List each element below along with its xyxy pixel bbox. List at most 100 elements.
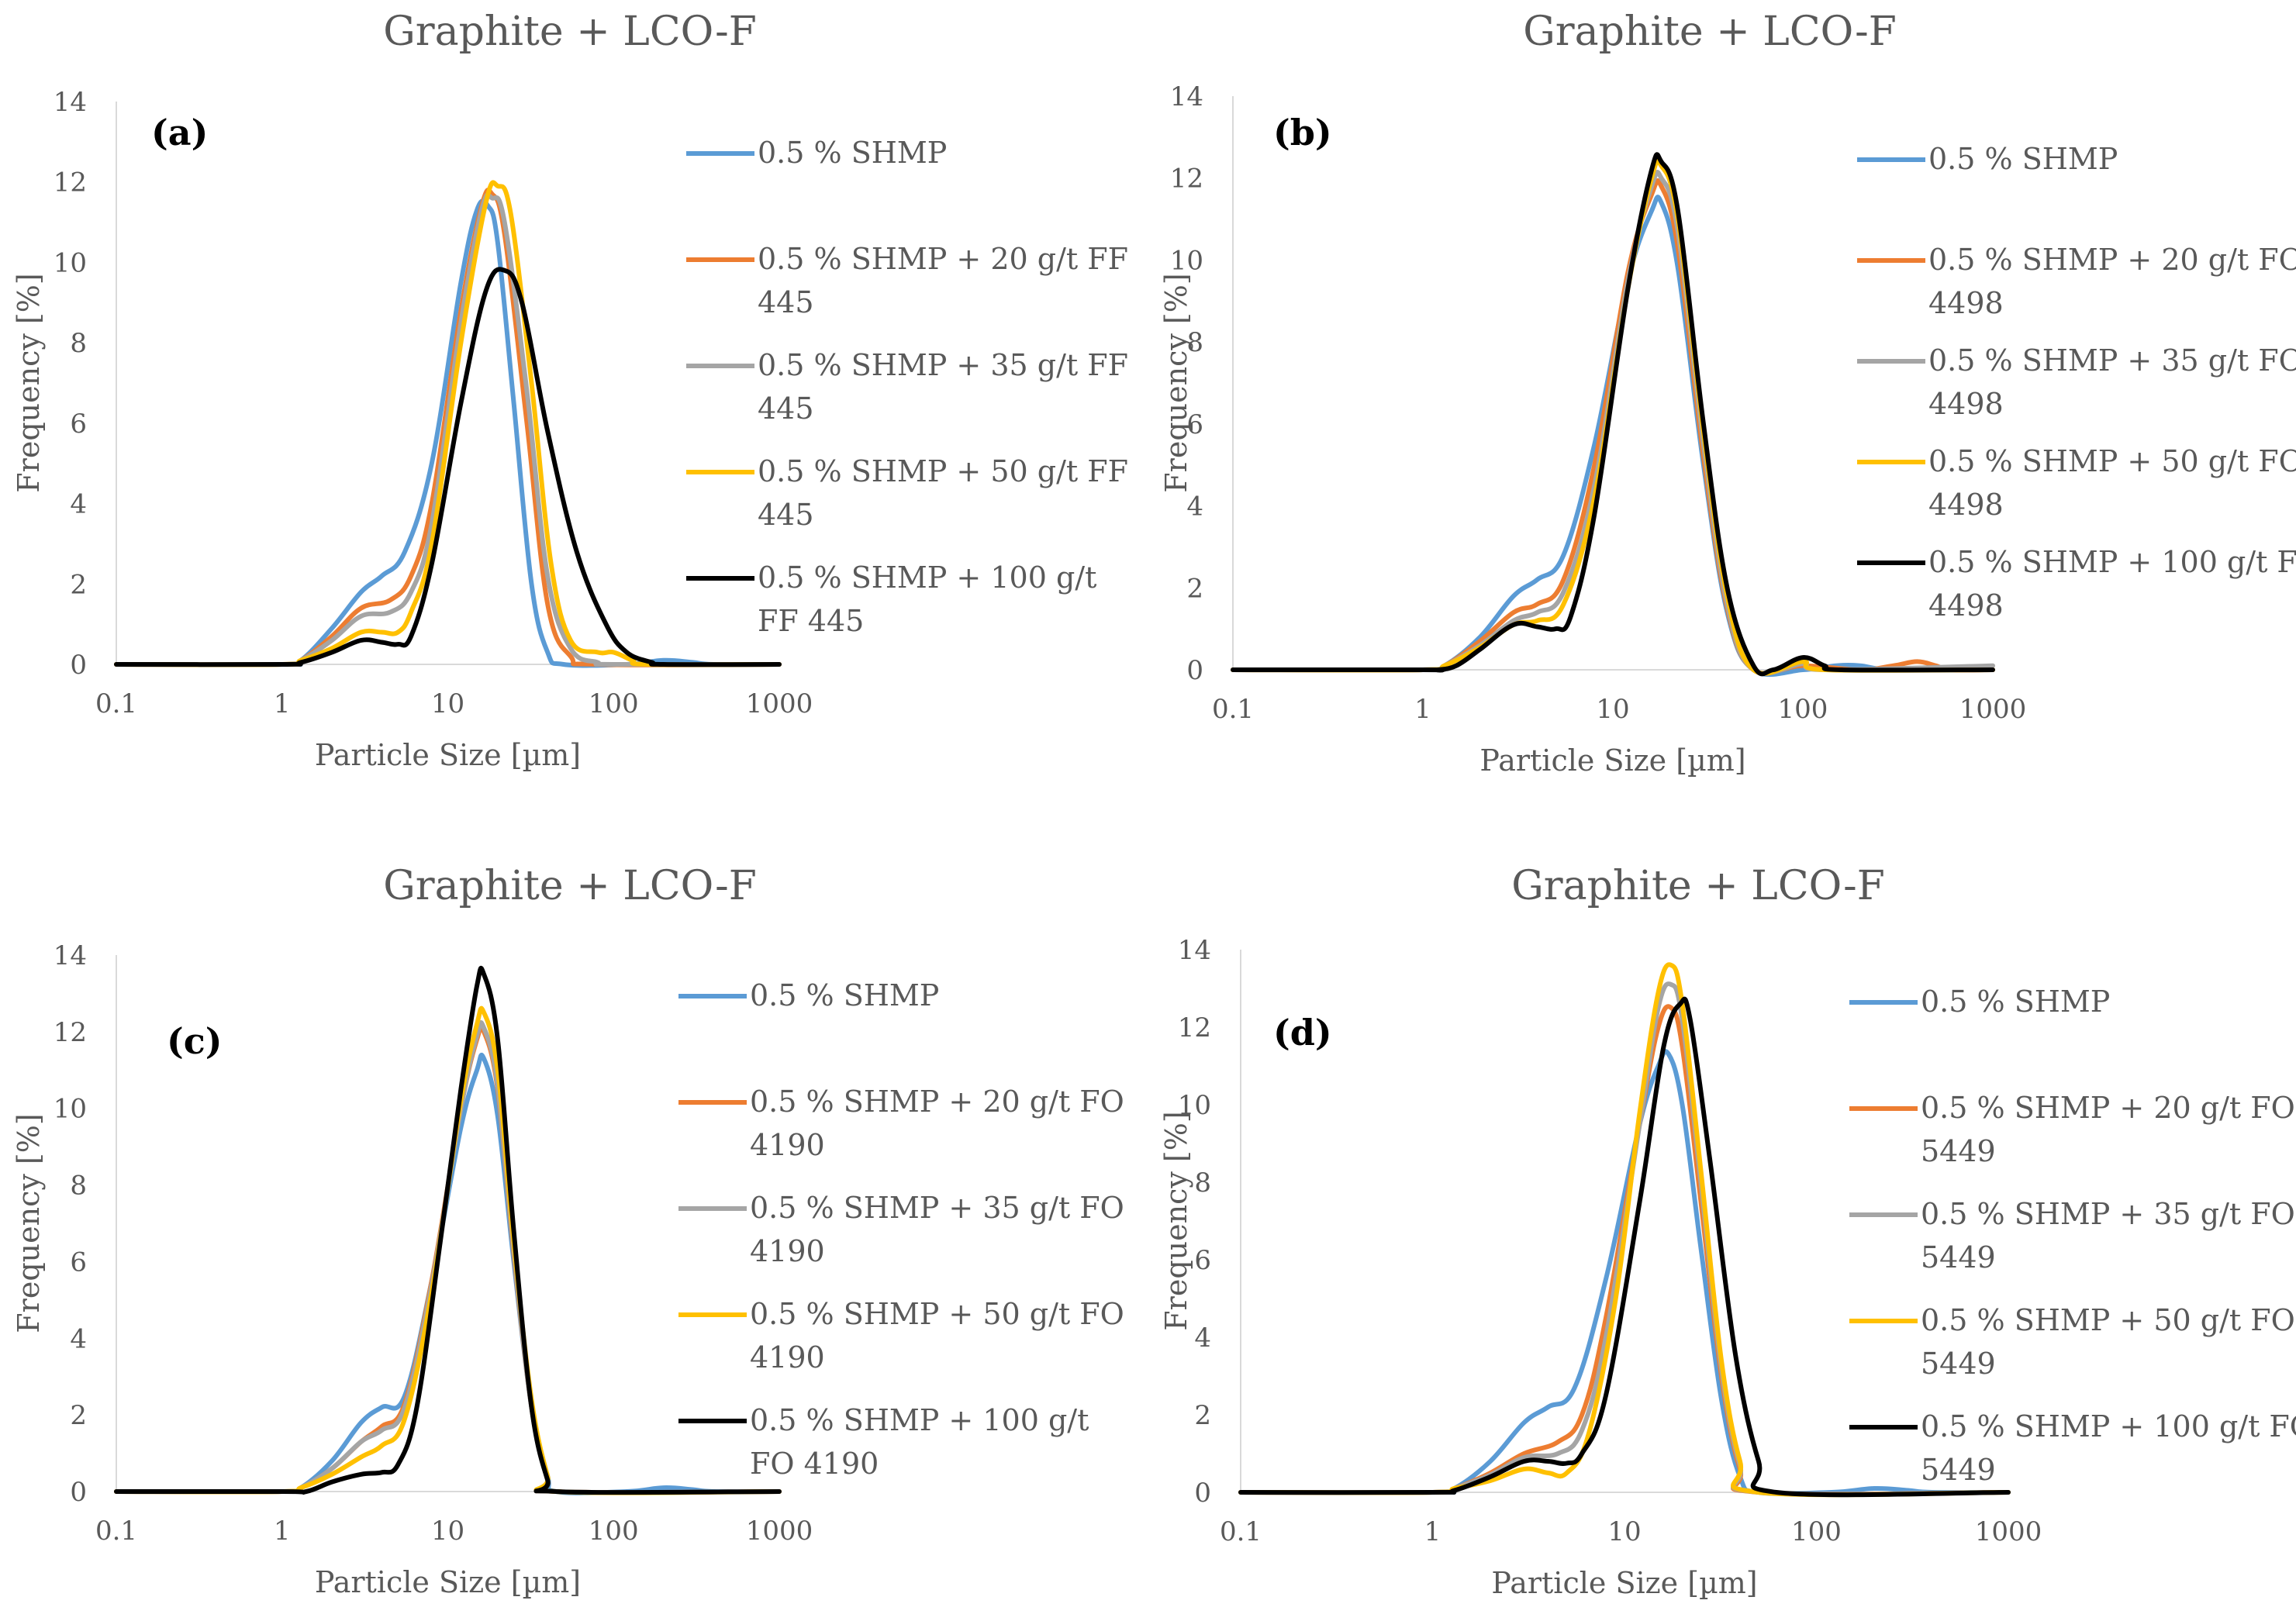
legend-label: 5449 [1921,1134,1996,1168]
legend-label: 0.5 % SHMP [750,978,939,1012]
legend-label: 0.5 % SHMP [1928,142,2118,176]
legend-label: 0.5 % SHMP + 100 g/t [750,1403,1089,1437]
legend-label: 0.5 % SHMP + 50 g/t FO [1921,1303,2295,1337]
y-tick-label: 6 [70,409,87,440]
legend-label: 0.5 % SHMP [1921,985,2110,1019]
x-tick-label: 0.1 [95,1516,137,1547]
y-tick-label: 0 [70,1477,87,1508]
legend-label: 0.5 % SHMP + 100 g/t FO [1928,545,2296,579]
legend-label: 0.5 % SHMP + 35 g/t FO [1928,343,2296,378]
legend-label: FO 4190 [750,1447,879,1481]
chart-title: Graphite + LCO-F [1511,863,1885,909]
y-tick-label: 14 [54,940,87,971]
y-tick-label: 6 [70,1247,87,1278]
panel-label: (b) [1273,112,1332,153]
legend-label: 4190 [750,1234,825,1268]
series-line-1 [114,1053,782,1495]
x-tick-label: 100 [589,1516,639,1547]
x-tick-label: 1000 [1959,694,2027,725]
y-tick-label: 14 [1170,81,1203,112]
y-tick-label: 8 [70,328,87,359]
panel-label: (a) [151,112,208,153]
x-tick-label: 100 [589,688,639,719]
x-axis-label: Particle Size [µm] [315,1565,581,1599]
x-tick-label: 100 [1791,1516,1842,1547]
y-tick-label: 2 [70,569,87,600]
series-line-1 [1231,195,1995,678]
series-line-4 [1231,158,1995,676]
legend-label: 0.5 % SHMP + 50 g/t FO [750,1297,1124,1331]
y-tick-label: 4 [70,1323,87,1354]
x-tick-label: 10 [1596,694,1629,725]
series-line-3 [1231,170,1995,676]
legend-label: 4498 [1928,387,2004,421]
x-tick-label: 1 [1424,1516,1441,1547]
legend-label: 0.5 % SHMP + 50 g/t FF [758,454,1128,488]
x-axis-label: Particle Size [µm] [315,738,581,772]
panel-label: (c) [167,1020,223,1062]
x-tick-label: 1 [274,1516,291,1547]
x-tick-label: 0.1 [1220,1516,1262,1547]
y-tick-label: 12 [54,167,87,198]
legend-label: 0.5 % SHMP + 20 g/t FO [1921,1091,2295,1125]
chart-svg-a: Graphite + LCO-F 0 2 4 6 8 10 12 14 0.1 1 10 100 1000… [12,9,1128,772]
legend-label: 4498 [1928,488,2004,522]
legend-label: 0.5 % SHMP + 20 g/t FF [758,242,1128,276]
series-line-5 [1231,152,1995,677]
legend-label: 445 [758,498,814,532]
y-tick-label: 14 [1178,935,1211,966]
legend-label: 4498 [1928,588,2004,623]
legend-label: 0.5 % SHMP + 100 g/t [758,560,1096,595]
legend-label: FF 445 [758,604,864,638]
y-tick-label: 0 [70,650,87,681]
x-axis-label: Particle Size [µm] [1491,1566,1757,1600]
y-tick-label: 8 [1194,1167,1211,1199]
chart-svg-d: Graphite + LCO-F 0 2 4 6 8 10 12 14 0.1 1 10 100 1000… [1159,863,2296,1600]
legend-label: 5449 [1921,1240,1996,1274]
legend-label: 0.5 % SHMP + 35 g/t FO [1921,1197,2295,1231]
y-tick-label: 4 [1186,491,1203,523]
y-tick-label: 6 [1186,409,1203,440]
x-tick-label: 0.1 [1212,694,1254,725]
series-line-3 [114,192,782,667]
series-line-4 [114,180,782,667]
chart-svg-c: Graphite + LCO-F 0 2 4 6 8 10 12 14 0.1 1 10 100 1000… [12,863,1124,1599]
y-axis-label: Frequency [%] [12,273,46,492]
y-axis-label: Frequency [%] [1159,273,1193,492]
x-tick-label: 10 [431,688,464,719]
x-tick-label: 0.1 [95,688,137,719]
legend-label: 0.5 % SHMP + 35 g/t FO [750,1191,1124,1225]
y-tick-label: 10 [1178,1090,1211,1121]
series-line-5 [114,267,782,667]
chart-title: Graphite + LCO-F [383,863,757,909]
chart-title: Graphite + LCO-F [383,9,757,55]
x-tick-label: 1000 [746,1516,813,1547]
legend-label: 0.5 % SHMP + 20 g/t FO [750,1085,1124,1119]
chart-svg-b: Graphite + LCO-F 0 2 4 6 8 10 12 14 0.1 1 10 100 1000… [1159,9,2296,778]
series-line-5 [1238,996,2011,1498]
y-tick-label: 8 [1186,327,1203,358]
x-tick-label: 1000 [746,688,813,719]
y-tick-label: 8 [70,1171,87,1202]
y-tick-label: 10 [1170,245,1203,276]
y-axis-label: Frequency [%] [12,1113,46,1333]
y-tick-label: 4 [70,489,87,520]
x-tick-label: 10 [431,1516,464,1547]
legend-label: 445 [758,285,814,319]
x-tick-label: 1 [1414,694,1431,725]
y-tick-label: 12 [54,1017,87,1048]
chart-title: Graphite + LCO-F [1523,9,1897,55]
chart-panel-d: Graphite + LCO-F 0 2 4 6 8 10 12 14 0.1 1 10 100 1000… [1148,811,2296,1621]
y-tick-label: 0 [1186,655,1203,686]
y-tick-label: 12 [1170,164,1203,195]
y-tick-label: 4 [1194,1323,1211,1354]
x-tick-label: 1000 [1975,1516,2042,1547]
legend-label: 0.5 % SHMP [758,136,947,170]
legend-label: 0.5 % SHMP + 50 g/t FO [1928,444,2296,478]
y-tick-label: 2 [1186,573,1203,604]
y-tick-label: 2 [70,1400,87,1431]
y-tick-label: 10 [54,1094,87,1125]
x-tick-label: 100 [1778,694,1828,725]
y-tick-label: 6 [1194,1245,1211,1276]
legend-label: 4190 [750,1340,825,1374]
